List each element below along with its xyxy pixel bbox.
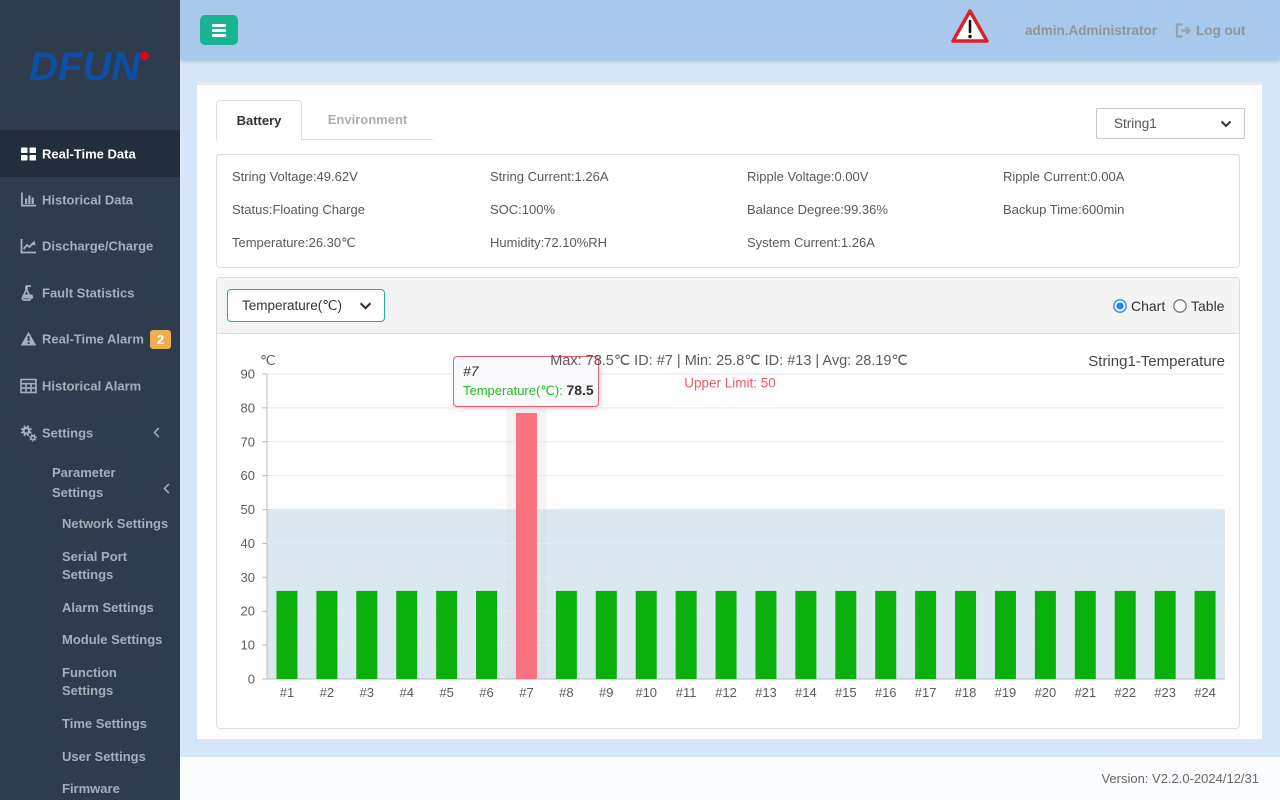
svg-text:String1-Temperature: String1-Temperature xyxy=(1088,353,1225,370)
svg-text:#16: #16 xyxy=(875,685,897,700)
svg-text:#4: #4 xyxy=(399,685,413,700)
svg-text:#15: #15 xyxy=(835,685,857,700)
svg-text:#21: #21 xyxy=(1074,685,1096,700)
svg-text:#22: #22 xyxy=(1114,685,1136,700)
svg-text:90: 90 xyxy=(241,366,255,381)
svg-text:#5: #5 xyxy=(439,685,453,700)
svg-text:40: 40 xyxy=(241,536,255,551)
svg-text:#13: #13 xyxy=(755,685,777,700)
svg-text:#3: #3 xyxy=(360,685,374,700)
svg-text:10: 10 xyxy=(241,638,255,653)
svg-text:#17: #17 xyxy=(915,685,937,700)
svg-text:50: 50 xyxy=(241,502,255,517)
svg-text:Upper Limit: 50: Upper Limit: 50 xyxy=(684,376,776,391)
svg-text:#18: #18 xyxy=(955,685,977,700)
svg-text:#11: #11 xyxy=(676,685,697,700)
svg-text:#19: #19 xyxy=(995,685,1017,700)
svg-text:20: 20 xyxy=(241,604,255,619)
svg-text:#20: #20 xyxy=(1035,685,1057,700)
svg-text:#23: #23 xyxy=(1154,685,1176,700)
svg-text:#24: #24 xyxy=(1194,685,1216,700)
svg-text:DFUN: DFUN xyxy=(29,45,141,86)
svg-text:#1: #1 xyxy=(280,685,294,700)
svg-text:70: 70 xyxy=(241,434,255,449)
svg-text:0: 0 xyxy=(248,672,255,687)
svg-text:℃: ℃ xyxy=(260,352,276,368)
svg-text:30: 30 xyxy=(241,570,255,585)
svg-text:#6: #6 xyxy=(479,685,493,700)
svg-text:#12: #12 xyxy=(715,685,737,700)
svg-text:#8: #8 xyxy=(559,685,573,700)
svg-text:#14: #14 xyxy=(795,685,817,700)
svg-text:#2: #2 xyxy=(320,685,334,700)
svg-text:60: 60 xyxy=(241,468,255,483)
svg-text:80: 80 xyxy=(241,400,255,415)
svg-text:#9: #9 xyxy=(599,685,613,700)
svg-text:#10: #10 xyxy=(635,685,657,700)
svg-text:#7: #7 xyxy=(519,685,533,700)
